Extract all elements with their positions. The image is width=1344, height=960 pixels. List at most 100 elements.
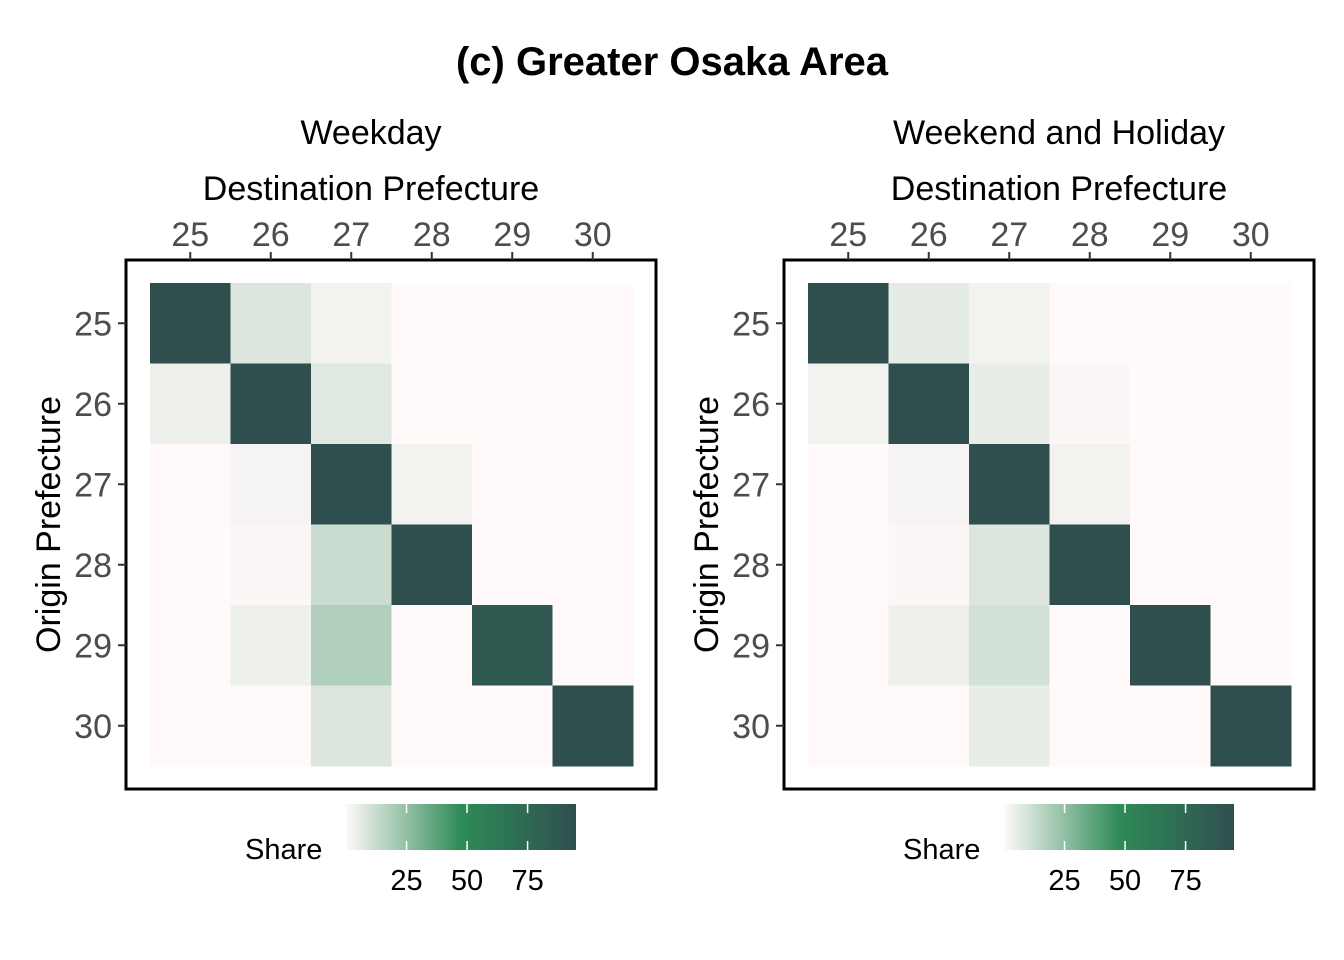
heatmap-cell	[808, 685, 889, 767]
heatmap-cell	[150, 363, 231, 445]
y-tick-label: 26	[74, 386, 112, 424]
heatmap-cell	[230, 685, 312, 767]
heatmap-cell	[1049, 283, 1131, 364]
legend-colorbar	[346, 804, 576, 850]
legend-tick-label: 50	[451, 865, 483, 897]
x-tick-label: 28	[1071, 216, 1109, 254]
legend-tick-label: 75	[511, 865, 543, 897]
x-tick-label: 25	[829, 216, 867, 254]
y-tick-label: 25	[74, 305, 112, 343]
heatmap-cell	[552, 283, 634, 364]
heatmap-svg: 25 26 27 28 29 30 25 26 27 28 29 30 Origin Prefectur…	[30, 216, 658, 897]
heatmap-cell	[150, 605, 231, 686]
heatmap-cell	[969, 363, 1050, 445]
y-tick-label: 26	[732, 386, 770, 424]
y-axis-label: Origin Prefecture	[688, 396, 726, 653]
heatmap-cell	[1130, 685, 1211, 767]
heatmap-cell	[1210, 444, 1292, 525]
heatmap-cell	[230, 444, 312, 525]
heatmap-cell	[1049, 685, 1131, 767]
heatmap-cell	[230, 605, 312, 686]
x-axis-label: Destination Prefecture	[202, 170, 540, 208]
y-tick-label: 29	[732, 627, 770, 665]
y-tick-label: 28	[732, 547, 770, 585]
legend-tick-label: 25	[390, 865, 422, 897]
x-tick-label: 29	[1151, 216, 1189, 254]
x-tick-label: 26	[252, 216, 290, 254]
heatmap-cell	[311, 363, 392, 445]
heatmap-cell	[1130, 283, 1211, 364]
heatmap-cell	[472, 444, 553, 525]
heatmap-cell	[1210, 363, 1292, 445]
heatmap-cell	[391, 605, 473, 686]
heatmap-cell	[150, 444, 231, 525]
heatmap-cell	[472, 605, 553, 686]
x-axis-label: Destination Prefecture	[890, 170, 1228, 208]
heatmap-cell	[552, 685, 634, 767]
y-tick-label: 28	[74, 547, 112, 585]
heatmap-cell	[472, 283, 553, 364]
heatmap-cell	[808, 605, 889, 686]
legend-title: Share	[245, 834, 323, 866]
chart-title: (c) Greater Osaka Area	[455, 40, 889, 84]
x-tick-label: 25	[171, 216, 209, 254]
legend-colorbar	[1004, 804, 1234, 850]
heatmap-cell	[391, 363, 473, 445]
heatmap-cell	[969, 524, 1050, 606]
heatmap-cell	[969, 605, 1050, 686]
heatmap-cell	[1130, 524, 1211, 606]
heatmap-cell	[1049, 524, 1131, 606]
heatmap-cell	[472, 363, 553, 445]
y-tick-label: 30	[732, 708, 770, 746]
legend-title: Share	[903, 834, 981, 866]
heatmap-cell	[391, 283, 473, 364]
heatmap-cell	[391, 685, 473, 767]
heatmap-cell	[1130, 605, 1211, 686]
heatmap-cell	[1210, 283, 1292, 364]
legend-tick-label: 25	[1048, 865, 1080, 897]
heatmap-cell	[888, 363, 970, 445]
heatmap-panel-weekday: Weekday Destination Prefecture 25 26 27 28 2…	[30, 114, 658, 897]
heatmap-cell	[552, 363, 634, 445]
heatmap-svg: 25 26 27 28 29 30 25 26 27 28 29 30 Origin Prefectur…	[688, 216, 1316, 897]
heatmap-cell	[1210, 605, 1292, 686]
heatmap-cell	[311, 283, 392, 364]
heatmap-cell	[1049, 363, 1131, 445]
heatmap-cell	[1210, 524, 1292, 606]
heatmap-cell	[808, 524, 889, 606]
heatmap-panel-weekend: Weekend and Holiday Destination Prefectu…	[658, 0, 1344, 960]
facet-title: Weekday	[300, 114, 442, 152]
y-tick-label: 27	[74, 466, 112, 504]
legend-tick-label: 50	[1109, 865, 1141, 897]
heatmap-cell	[888, 685, 970, 767]
heatmap-cell	[1130, 444, 1211, 525]
heatmap-cell	[311, 605, 392, 686]
y-axis-label: Origin Prefecture	[30, 396, 68, 653]
panel-border	[782, 258, 1316, 791]
heatmap-cell	[552, 605, 634, 686]
heatmap-cell	[969, 283, 1050, 364]
heatmap-cell	[1049, 605, 1131, 686]
heatmap-cell	[311, 444, 392, 525]
y-tick-label: 25	[732, 305, 770, 343]
heatmap-cell	[311, 524, 392, 606]
heatmap-cell	[1049, 444, 1131, 525]
heatmap-cell	[472, 685, 553, 767]
heatmap-cell	[808, 444, 889, 525]
heatmap-cell	[150, 283, 231, 364]
legend-tick-label: 75	[1169, 865, 1201, 897]
x-tick-label: 27	[332, 216, 370, 254]
heatmap-cell	[391, 444, 473, 525]
heatmap-cell	[969, 685, 1050, 767]
heatmap-cell	[808, 363, 889, 445]
heatmap-cell	[150, 685, 231, 767]
heatmap-cell	[311, 685, 392, 767]
x-tick-label: 30	[1232, 216, 1270, 254]
heatmap-cell	[888, 605, 970, 686]
heatmap-cell	[888, 283, 970, 364]
heatmap-cell	[1210, 685, 1292, 767]
y-tick-label: 27	[732, 466, 770, 504]
x-tick-label: 28	[413, 216, 451, 254]
heatmap-cell	[888, 444, 970, 525]
heatmap-cell	[1130, 363, 1211, 445]
